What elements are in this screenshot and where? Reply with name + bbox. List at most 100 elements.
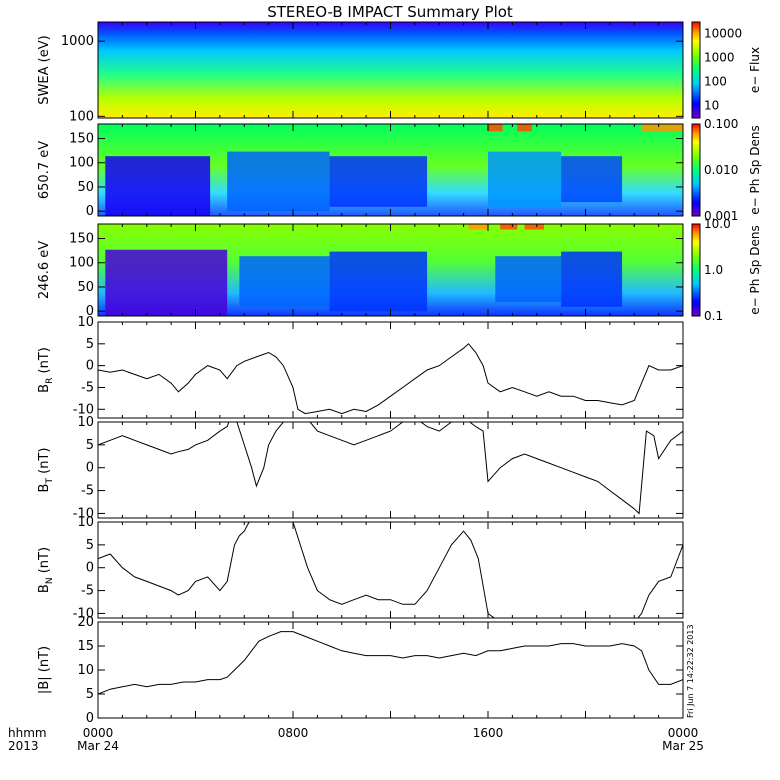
panel-1: 0 50 100 150 650.7 eV (37, 123, 684, 219)
heatmap-block (488, 124, 503, 132)
y-tick-label: 5 (86, 538, 94, 553)
y-tick-label: 15 (77, 639, 94, 654)
heatmap-background (98, 22, 683, 118)
colorbar-2 (691, 223, 701, 317)
series-line (98, 422, 683, 515)
heatmap-block (227, 151, 330, 212)
panel-frame (97, 521, 684, 619)
colorbar-0 (691, 21, 701, 119)
colorbar-tick-label: 0.1 (704, 309, 723, 323)
y-tick-label: 0 (86, 461, 94, 476)
heatmap-block (468, 224, 488, 230)
panel-2: 0 50 100 150 246.6 eV (37, 223, 684, 319)
y-axis-label: 246.6 eV (37, 241, 52, 299)
y-tick-label: -10 (73, 402, 94, 417)
y-tick-label: 1000 (61, 34, 94, 49)
time-tick-label: 0000 (668, 726, 699, 740)
y-tick-label: -10 (73, 606, 94, 621)
series-line (98, 522, 683, 618)
panel-4: 10 5 0 -5 -10 BT (nT) (37, 415, 684, 521)
time-axis-row2-label: 2013 (8, 739, 39, 753)
y-tick-label: 10 (77, 663, 94, 678)
y-tick-label: 10 (77, 315, 94, 330)
y-tick-label: 5 (86, 687, 94, 702)
heatmap-block (524, 224, 545, 230)
colorbar-label: e− Ph Sp Dens (748, 125, 762, 214)
y-tick-label: 150 (69, 132, 94, 147)
y-tick-label: -5 (81, 484, 94, 499)
panel-frame (97, 421, 684, 519)
panel-frame (97, 621, 684, 719)
heatmap-block (105, 249, 228, 316)
heatmap-block (561, 156, 623, 203)
y-tick-label: 5 (86, 337, 94, 352)
colorbar-tick-label: 0.100 (704, 117, 738, 131)
colorbar-tick-label: 0.010 (704, 163, 738, 177)
series-line (98, 631, 683, 695)
y-tick-label: 10 (77, 515, 94, 530)
colorbar-tick-label: 10000 (704, 26, 742, 40)
y-tick-label: 0 (86, 204, 94, 219)
y-tick-label: 100 (69, 256, 94, 271)
heatmap-block (517, 124, 532, 132)
panel-3: 10 5 0 -5 -10 BR (nT) (37, 315, 684, 419)
y-tick-label: 100 (69, 156, 94, 171)
colorbar-label: e− Flux (748, 47, 762, 93)
heatmap-block (329, 251, 428, 312)
y-tick-label: 10 (77, 415, 94, 430)
timestamp: Fri Jun 7 14:22:32 2013 (686, 624, 695, 718)
y-tick-label: -5 (81, 380, 94, 395)
time-tick-date: Mar 25 (662, 739, 704, 753)
y-axis-label: 650.7 eV (37, 141, 52, 199)
y-axis-label: BT (nT) (37, 448, 55, 493)
heatmap-block (495, 256, 562, 303)
time-tick-date: Mar 24 (77, 739, 119, 753)
y-tick-label: 0 (86, 304, 94, 319)
y-tick-label: -5 (81, 584, 94, 599)
y-tick-label: 150 (69, 232, 94, 247)
y-axis-label: SWEA (eV) (37, 35, 52, 104)
heatmap-block (641, 124, 683, 132)
panel-frame (97, 321, 684, 419)
chart-title: STEREO-B IMPACT Summary Plot (267, 3, 513, 21)
y-tick-label: 50 (77, 280, 94, 295)
y-axis-label: |B| (nT) (37, 646, 52, 694)
y-tick-label: 100 (69, 109, 94, 124)
colorbar-tick-label: 1000 (704, 50, 735, 64)
time-tick-label: 0800 (278, 726, 309, 740)
y-tick-label: 0 (86, 711, 94, 726)
panel-0: 1000 100 SWEA (eV) (37, 21, 684, 124)
colorbar-1 (691, 123, 701, 217)
y-axis-label: BN (nT) (37, 547, 55, 593)
y-tick-label: -10 (73, 506, 94, 521)
colorbar-tick-label: 0.001 (704, 209, 738, 223)
heatmap-block (500, 224, 518, 230)
colorbars: 10000 1000 100 10 e− Flux 0.100 0.010 0.001 e− P… (691, 21, 762, 323)
y-tick-label: 50 (77, 180, 94, 195)
y-tick-label: 5 (86, 438, 94, 453)
heatmap-block (105, 156, 211, 216)
panel-6: 0 5 10 15 20 |B| (nT) (37, 615, 684, 726)
heatmap-block (488, 151, 562, 207)
heatmap-block (329, 156, 428, 207)
heatmap-block (239, 256, 330, 307)
heatmap-block (561, 251, 623, 307)
colorbar-label: e− Ph Sp Dens (748, 225, 762, 314)
y-axis-label: BR (nT) (37, 347, 55, 393)
y-tick-label: 20 (77, 615, 94, 630)
colorbar-tick-label: 1.0 (704, 263, 723, 277)
time-tick-label: 1600 (473, 726, 504, 740)
series-line (98, 343, 683, 415)
time-tick-label: 0000 (83, 726, 114, 740)
colorbar-tick-label: 10 (704, 98, 719, 112)
colorbar-tick-label: 10.0 (704, 217, 731, 231)
y-tick-label: 0 (86, 359, 94, 374)
time-axis-row1-label: hhmm (8, 726, 47, 740)
colorbar-tick-label: 100 (704, 74, 727, 88)
y-tick-label: 0 (86, 561, 94, 576)
panel-5: 10 5 0 -5 -10 BN (nT) (37, 515, 684, 621)
